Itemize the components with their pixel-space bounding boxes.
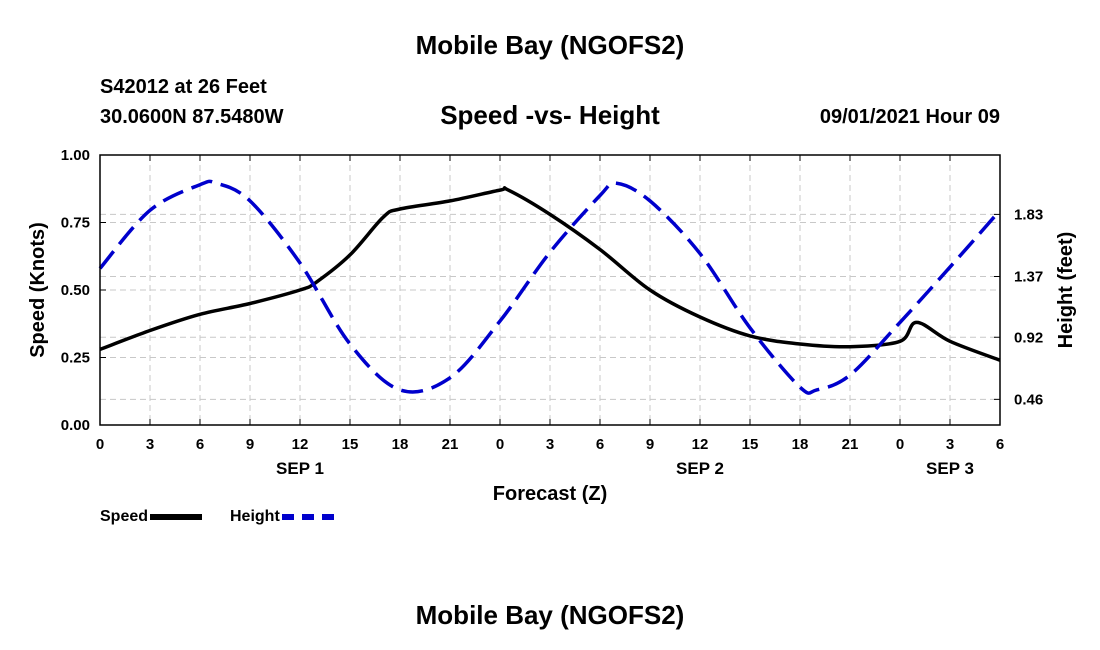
x-tick-label: 3 (946, 436, 954, 453)
footer-title: Mobile Bay (NGOFS2) (415, 600, 685, 630)
legend-height-label: Height (230, 508, 280, 525)
series-line-height (98, 179, 1002, 395)
x-tick-label: 12 (692, 436, 709, 453)
forecast-datestamp: 09/01/2021 Hour 09 (819, 106, 1000, 128)
y-tick-label-right: 1.83 (1014, 206, 1043, 223)
x-tick-label: 9 (246, 436, 254, 453)
coordinates-label: 30.0600N 87.5480W (100, 106, 284, 128)
y-tick-label-left: 0.50 (61, 282, 90, 299)
legend-speed-label: Speed (100, 508, 149, 525)
x-tick-label: 3 (546, 436, 554, 453)
x-tick-label: 15 (342, 436, 359, 453)
grid-layer (100, 155, 1000, 425)
date-label: SEP 3 (926, 459, 974, 478)
legend-speed-swatch (150, 514, 203, 520)
axis-layer: 0 3 6 9 12 15 18 21 0 3 6 9 12 15 18 21 0 3 6 0.00 0.25 0.50 0… (61, 147, 1043, 478)
date-label: SEP 1 (276, 459, 324, 478)
x-tick-label: 0 (496, 436, 504, 453)
y-tick-label-right: 1.37 (1014, 269, 1043, 286)
y-tick-label-right: 0.46 (1014, 391, 1043, 408)
x-tick-label: 6 (196, 436, 204, 453)
plot-frame (99, 154, 1001, 426)
y-tick-label-left: 1.00 (61, 147, 90, 164)
series-line-speed (99, 186, 1001, 362)
station-label: S42012 at 26 Feet (100, 76, 267, 98)
legend-height-swatch (281, 514, 334, 520)
y-axis-label-left: Speed (Knots) (27, 222, 49, 358)
x-tick-label: 0 (96, 436, 104, 453)
y-tick-label-left: 0.00 (61, 417, 90, 434)
y-axis-label-right: Height (feet) (1055, 232, 1077, 349)
x-tick-label: 15 (742, 436, 759, 453)
x-tick-label: 9 (646, 436, 654, 453)
x-tick-label: 6 (596, 436, 604, 453)
x-tick-label: 6 (996, 436, 1004, 453)
x-axis-label: Forecast (Z) (493, 483, 607, 505)
y-tick-label-left: 0.25 (61, 350, 90, 367)
x-tick-label: 3 (146, 436, 154, 453)
x-tick-label: 18 (792, 436, 809, 453)
x-tick-label: 21 (442, 436, 459, 453)
series-layer (98, 179, 1002, 395)
legend-item-height: Height (230, 508, 334, 526)
x-tick-label: 0 (896, 436, 904, 453)
x-tick-label: 21 (842, 436, 859, 453)
page-title: Mobile Bay (NGOFS2) (415, 30, 685, 60)
x-tick-label: 18 (392, 436, 409, 453)
date-label: SEP 2 (676, 459, 724, 478)
chart-title: Speed -vs- Height (440, 100, 660, 130)
y-tick-label-right: 0.92 (1014, 329, 1043, 346)
x-tick-label: 12 (292, 436, 309, 453)
legend-item-speed: Speed (100, 508, 203, 526)
y-tick-label-left: 0.75 (61, 215, 90, 232)
